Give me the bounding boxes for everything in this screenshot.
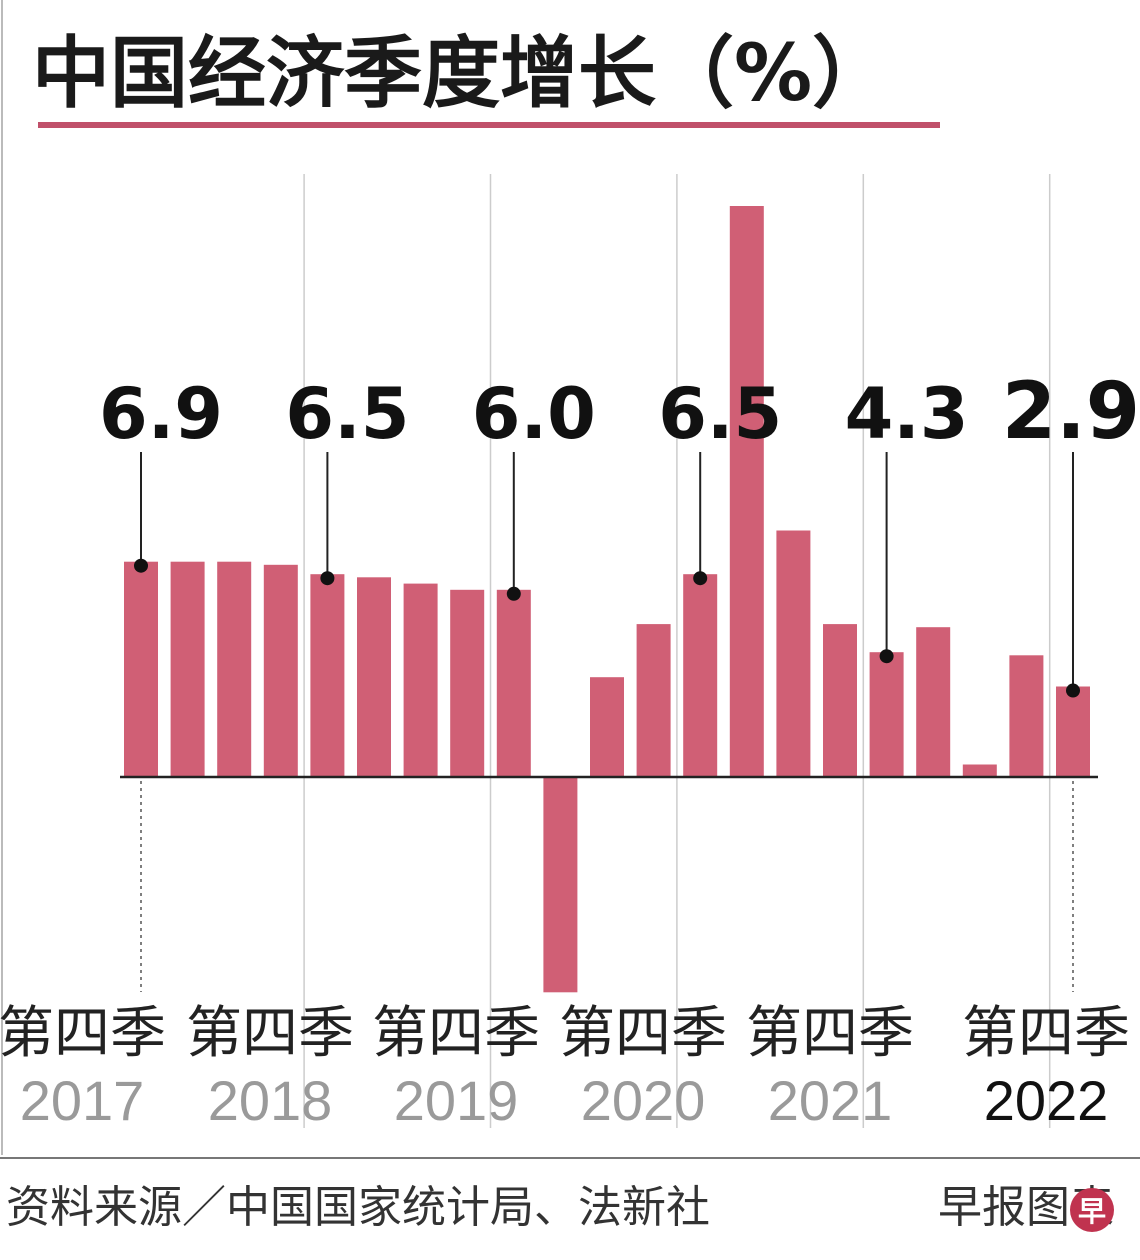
annotation-dot [1066, 683, 1080, 698]
year-label: 2021 [768, 1069, 893, 1132]
year-label: 2020 [581, 1069, 706, 1132]
bar [776, 530, 811, 777]
bar [1056, 686, 1090, 777]
bar [310, 574, 345, 777]
annotation-dot [134, 558, 148, 573]
annotation-label: 6.9 [99, 373, 223, 455]
bars-group [124, 206, 1090, 993]
quarter-label: 第四季 [372, 1001, 540, 1066]
bar [916, 627, 951, 777]
year-label: 2017 [20, 1069, 145, 1132]
bar [170, 561, 205, 777]
bar [450, 589, 485, 777]
x-axis-labels: 第四季2017第四季2018第四季2019第四季2020第四季2021第四季20… [0, 1001, 1130, 1132]
annotation-dot [320, 571, 335, 586]
annotation-dot [506, 586, 521, 601]
annotation-label: 6.5 [658, 373, 782, 455]
annotation-label: 4.3 [845, 373, 969, 455]
bar [590, 677, 624, 777]
bar [683, 574, 718, 777]
bar [496, 589, 531, 777]
bar [124, 561, 158, 777]
quarter-label: 第四季 [746, 1001, 914, 1066]
bar [729, 206, 764, 777]
bar [823, 624, 857, 777]
year-dividers [303, 174, 1051, 1128]
logo-badge [1070, 1188, 1114, 1232]
quarter-label: 第四季 [559, 1001, 727, 1066]
year-label: 2022 [984, 1069, 1109, 1132]
year-label: 2019 [394, 1069, 519, 1132]
annotation-label: 6.0 [472, 373, 596, 455]
bar [403, 583, 438, 777]
quarter-label: 第四季 [0, 1001, 166, 1066]
year-label: 2018 [208, 1069, 333, 1132]
source-note: 资料来源／中国国家统计局、法新社 [6, 1182, 710, 1233]
quarter-label: 第四季 [186, 1001, 354, 1066]
bar [636, 624, 671, 777]
annotation-dot [879, 649, 894, 664]
bar [263, 564, 298, 777]
quarter-label: 第四季 [962, 1001, 1130, 1066]
bar [1009, 655, 1044, 777]
annotation-dot [693, 571, 708, 586]
bar [962, 764, 997, 777]
chart-title: 中国经济季度增长（%） [32, 29, 890, 119]
bar [869, 652, 904, 777]
annotations-group: 6.9 6.5 6.0 6.5 4.3 2.9 [99, 367, 1140, 992]
bar [357, 577, 391, 777]
annotation-label: 2.9 [1002, 367, 1140, 457]
bar [543, 777, 578, 993]
title-underline [38, 122, 940, 128]
bar [217, 561, 252, 777]
logo-char: 早 [1078, 1195, 1106, 1228]
annotation-label: 6.5 [285, 373, 409, 455]
